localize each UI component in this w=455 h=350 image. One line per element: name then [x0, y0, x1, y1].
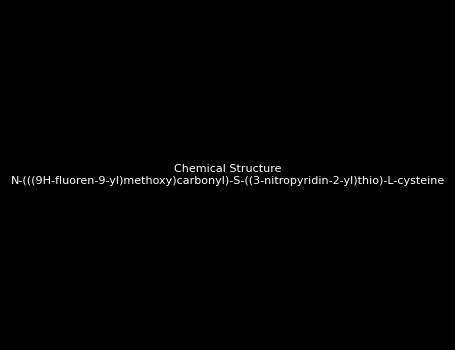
- Text: Chemical Structure
N-(((9H-fluoren-9-yl)methoxy)carbonyl)-S-((3-nitropyridin-2-y: Chemical Structure N-(((9H-fluoren-9-yl)…: [10, 164, 445, 186]
